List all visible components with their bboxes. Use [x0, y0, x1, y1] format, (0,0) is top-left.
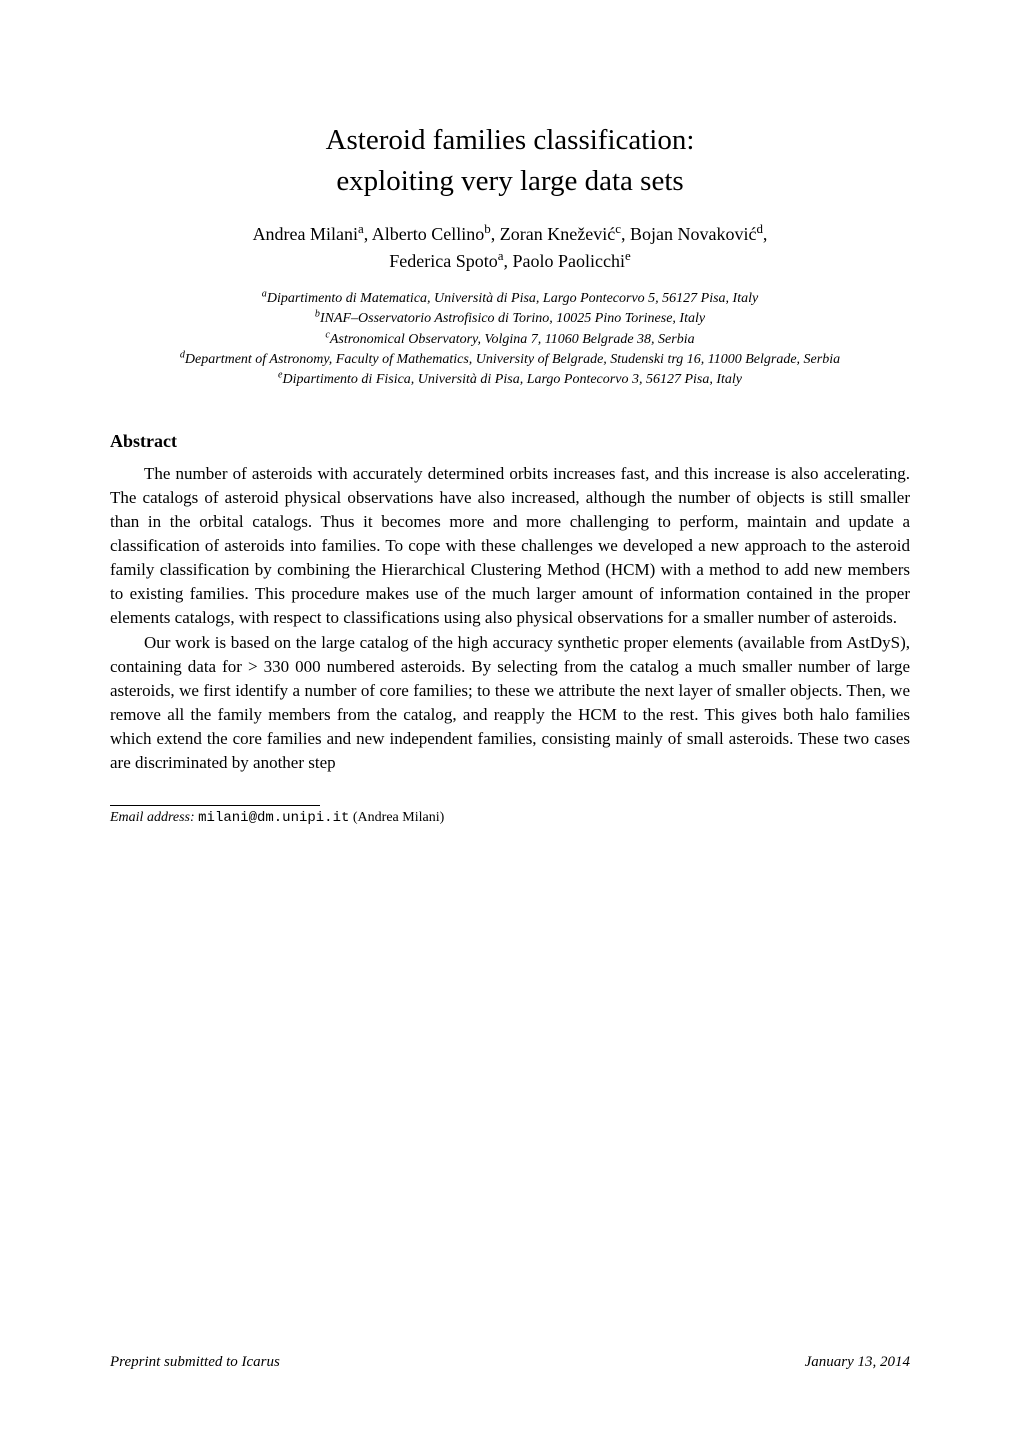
affiliations: aDipartimento di Matematica, Università …	[110, 289, 910, 390]
abstract-paragraph: Our work is based on the large catalog o…	[110, 631, 910, 776]
author-list: Andrea Milania, Alberto Cellinob, Zoran …	[110, 221, 910, 275]
footnote-email: milani@dm.unipi.it	[198, 810, 349, 826]
footer-right: January 13, 2014	[805, 1354, 910, 1371]
author: Federica Spotoa	[389, 251, 503, 271]
affiliation: aDipartimento di Matematica, Università …	[110, 289, 910, 309]
author: Bojan Novakovićd	[630, 224, 763, 244]
page-footer: Preprint submitted to Icarus January 13,…	[110, 1354, 910, 1371]
affiliation: dDepartment of Astronomy, Faculty of Mat…	[110, 350, 910, 370]
author: Alberto Cellinob	[372, 224, 491, 244]
author: Zoran Kneževićc	[500, 224, 621, 244]
footnote-label: Email address:	[110, 810, 195, 825]
abstract-heading: Abstract	[110, 431, 910, 452]
footer-left: Preprint submitted to Icarus	[110, 1354, 280, 1371]
abstract-paragraph: The number of asteroids with accurately …	[110, 462, 910, 631]
footnote-author: (Andrea Milani)	[353, 810, 444, 825]
footnote-divider	[110, 805, 320, 806]
title-line2: exploiting very large data sets	[336, 165, 683, 197]
affiliation: eDipartimento di Fisica, Università di P…	[110, 370, 910, 390]
title-line1: Asteroid families classification:	[326, 124, 695, 156]
author: Paolo Paolicchie	[513, 251, 631, 271]
affiliation: cAstronomical Observatory, Volgina 7, 11…	[110, 330, 910, 350]
footnote: Email address: milani@dm.unipi.it (Andre…	[110, 810, 910, 826]
affiliation: bINAF–Osservatorio Astrofisico di Torino…	[110, 309, 910, 329]
abstract-body: The number of asteroids with accurately …	[110, 462, 910, 776]
paper-title: Asteroid families classification: exploi…	[110, 120, 910, 201]
author: Andrea Milania	[253, 224, 364, 244]
